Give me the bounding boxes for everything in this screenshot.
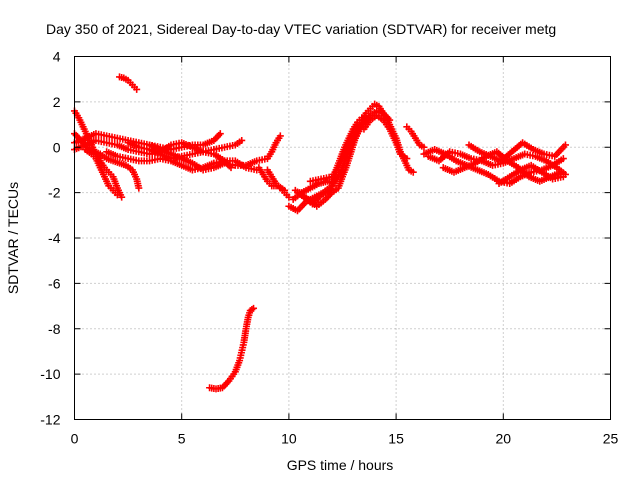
x-tick-label: 20 [496,431,512,447]
y-tick-label: 0 [53,139,61,155]
axis-ticks: 0 5 10 15 20 25 -12 -10 -8 -6 -4 -2 0 2 4 [40,49,618,447]
series-upper-arc [116,73,141,93]
data-point [118,193,126,201]
y-tick-label: -10 [40,366,60,382]
data-point [135,184,143,192]
series-band-5 [124,139,235,172]
data-point [113,191,121,199]
data-markers [71,73,569,393]
series-crest-2 [360,111,411,163]
data-point [559,173,567,181]
x-tick-label: 25 [603,431,619,447]
series-tail-1 [420,146,567,188]
data-point [285,193,293,201]
data-point [281,186,289,194]
data-point [403,155,411,163]
data-point [409,168,417,176]
x-tick-label: 10 [281,431,297,447]
y-tick-label: -6 [48,275,61,291]
series-low-arc [206,304,258,393]
y-tick-label: -4 [48,230,61,246]
y-tick-label: -2 [48,185,61,201]
data-point [238,136,246,144]
x-tick-label: 0 [71,431,79,447]
series-drop-8 [255,164,289,194]
x-axis-label: GPS time / hours [287,457,394,473]
y-tick-label: -8 [48,321,61,337]
y-tick-label: -12 [40,412,60,428]
data-point [133,85,141,93]
x-tick-label: 5 [178,431,186,447]
series-tail-5 [495,161,567,188]
y-axis-label: SDTVAR / TECUs [5,182,21,294]
data-point [216,130,224,138]
series-desc-c [71,130,143,192]
data-point [227,164,235,172]
chart-title: Day 350 of 2021, Sidereal Day-to-day VTE… [46,21,556,37]
series-desc-b [81,146,121,199]
series-crest-1 [358,100,417,176]
grid-lines [74,56,611,420]
x-tick-label: 15 [388,431,404,447]
data-point [559,155,567,163]
y-tick-label: 4 [53,49,61,65]
data-point [420,143,428,151]
series-crest-3 [403,123,428,151]
data-point [561,141,569,149]
data-point [276,132,284,140]
series-band-4 [146,132,284,174]
y-tick-label: 2 [53,94,61,110]
series-tail-4 [465,139,569,165]
data-point [250,304,258,312]
